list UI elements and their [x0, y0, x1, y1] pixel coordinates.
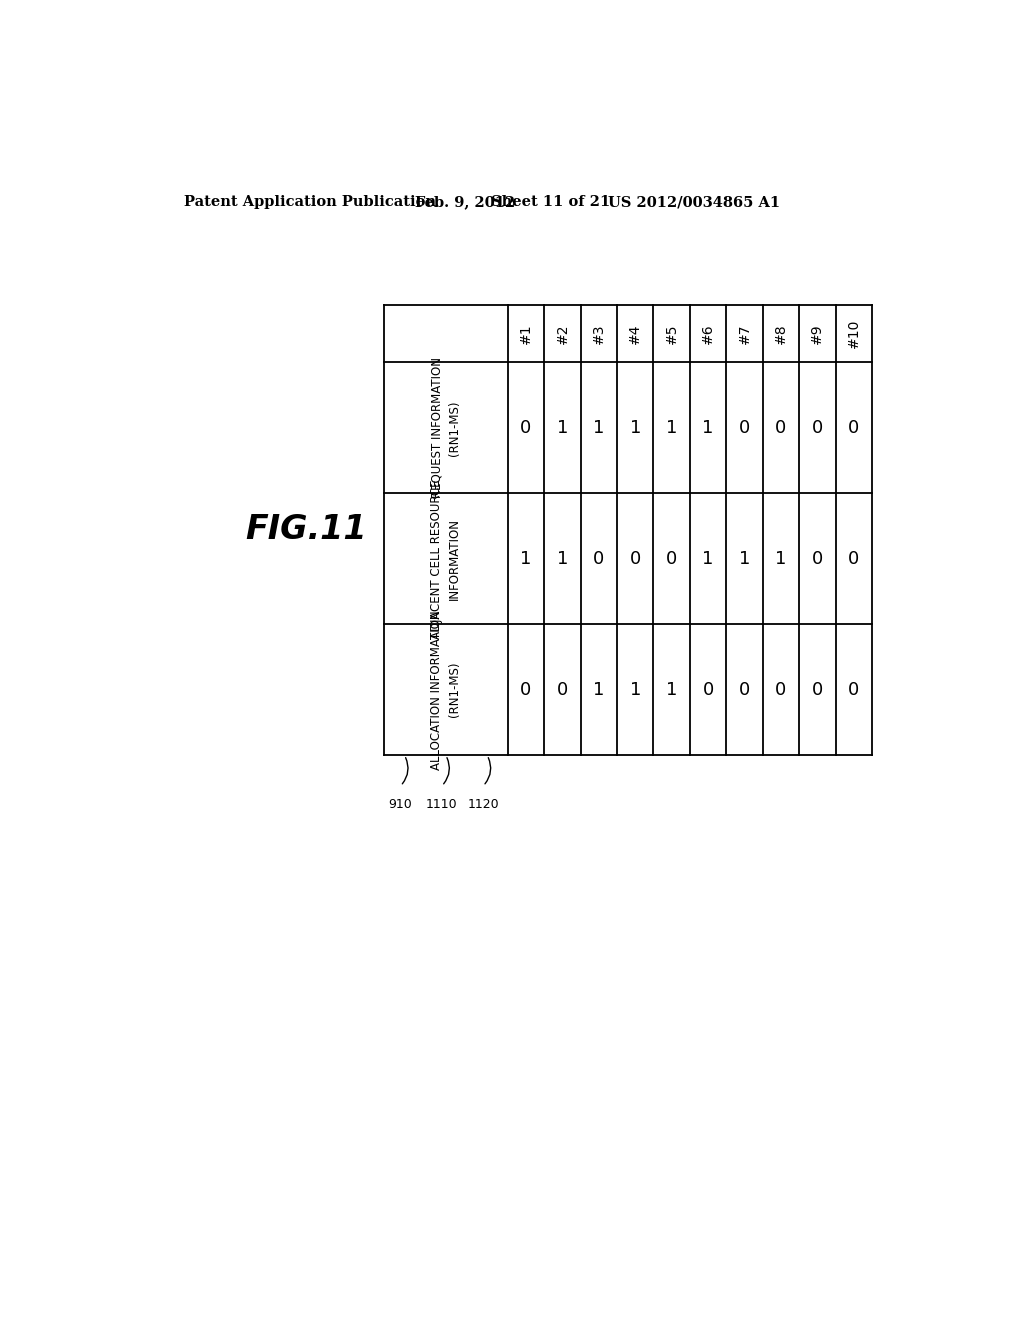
Bar [384, 305, 872, 755]
Text: #3: #3 [592, 323, 606, 343]
Text: ALLOCATION INFORMATION
(RN1-MS): ALLOCATION INFORMATION (RN1-MS) [430, 610, 461, 770]
Text: 0: 0 [775, 418, 786, 437]
Text: #9: #9 [810, 323, 824, 345]
Text: 0: 0 [702, 681, 714, 698]
Text: 0: 0 [630, 550, 641, 568]
Text: 1: 1 [630, 681, 641, 698]
Text: 1: 1 [739, 550, 751, 568]
Text: 1: 1 [593, 681, 604, 698]
Text: 0: 0 [739, 681, 751, 698]
Text: 0: 0 [848, 550, 859, 568]
Text: #8: #8 [774, 323, 787, 345]
Text: #5: #5 [665, 323, 679, 343]
Text: 0: 0 [593, 550, 604, 568]
Text: 1: 1 [702, 418, 714, 437]
Text: 1: 1 [520, 550, 531, 568]
Text: 1: 1 [775, 550, 786, 568]
Text: 0: 0 [520, 681, 531, 698]
Text: 1: 1 [630, 418, 641, 437]
Text: ADJACENT CELL RESOURCE
INFORMATION: ADJACENT CELL RESOURCE INFORMATION [430, 479, 461, 639]
Text: #1: #1 [519, 323, 532, 345]
Text: 1: 1 [557, 550, 568, 568]
Text: 1: 1 [557, 418, 568, 437]
Text: 0: 0 [775, 681, 786, 698]
Text: 0: 0 [812, 418, 823, 437]
Text: 0: 0 [812, 681, 823, 698]
Text: 0: 0 [520, 418, 531, 437]
Text: REQUEST INFORMATION
(RN1-MS): REQUEST INFORMATION (RN1-MS) [430, 358, 461, 499]
Text: #10: #10 [847, 319, 861, 348]
Text: 0: 0 [739, 418, 751, 437]
Text: #2: #2 [555, 323, 569, 343]
Text: 1: 1 [593, 418, 604, 437]
Text: #7: #7 [737, 323, 752, 343]
Text: 0: 0 [557, 681, 568, 698]
Text: FIG.11: FIG.11 [246, 513, 367, 546]
Text: 0: 0 [848, 681, 859, 698]
Text: #6: #6 [701, 323, 715, 345]
Text: #4: #4 [629, 323, 642, 343]
Text: 1110: 1110 [426, 797, 458, 810]
Text: 910: 910 [389, 797, 413, 810]
Text: 0: 0 [812, 550, 823, 568]
Text: 0: 0 [848, 418, 859, 437]
Text: 1: 1 [666, 681, 677, 698]
Text: 0: 0 [666, 550, 677, 568]
Text: 1120: 1120 [467, 797, 499, 810]
Text: US 2012/0034865 A1: US 2012/0034865 A1 [608, 195, 780, 210]
Text: Feb. 9, 2012: Feb. 9, 2012 [415, 195, 515, 210]
Text: Sheet 11 of 21: Sheet 11 of 21 [490, 195, 610, 210]
Text: 1: 1 [666, 418, 677, 437]
Text: 1: 1 [702, 550, 714, 568]
Text: Patent Application Publication: Patent Application Publication [183, 195, 436, 210]
